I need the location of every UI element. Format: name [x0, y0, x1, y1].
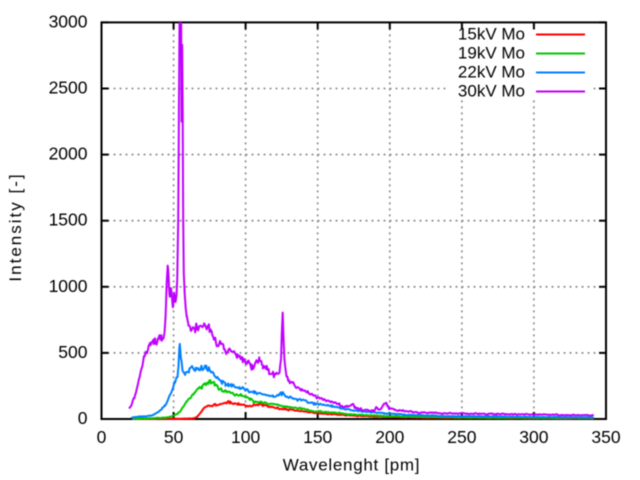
- svg-text:19kV Mo: 19kV Mo: [458, 44, 525, 63]
- svg-text:Wavelenght [pm]: Wavelenght [pm]: [283, 456, 420, 475]
- svg-text:50: 50: [164, 427, 184, 447]
- svg-text:150: 150: [303, 427, 332, 447]
- svg-text:0: 0: [78, 408, 88, 428]
- svg-text:250: 250: [447, 427, 476, 447]
- svg-text:200: 200: [375, 427, 404, 447]
- svg-text:0: 0: [97, 427, 107, 447]
- svg-text:2000: 2000: [49, 144, 88, 164]
- svg-text:22kV Mo: 22kV Mo: [458, 63, 525, 82]
- svg-text:15kV Mo: 15kV Mo: [458, 25, 525, 44]
- svg-text:Intensity [-]: Intensity [-]: [6, 172, 25, 281]
- svg-text:1000: 1000: [49, 276, 88, 296]
- svg-text:30kV Mo: 30kV Mo: [458, 82, 525, 101]
- svg-text:2500: 2500: [49, 78, 88, 98]
- svg-text:500: 500: [58, 342, 87, 362]
- svg-text:350: 350: [591, 427, 620, 447]
- svg-text:1500: 1500: [49, 210, 88, 230]
- svg-text:100: 100: [231, 427, 260, 447]
- svg-text:300: 300: [519, 427, 548, 447]
- svg-text:3000: 3000: [49, 11, 88, 31]
